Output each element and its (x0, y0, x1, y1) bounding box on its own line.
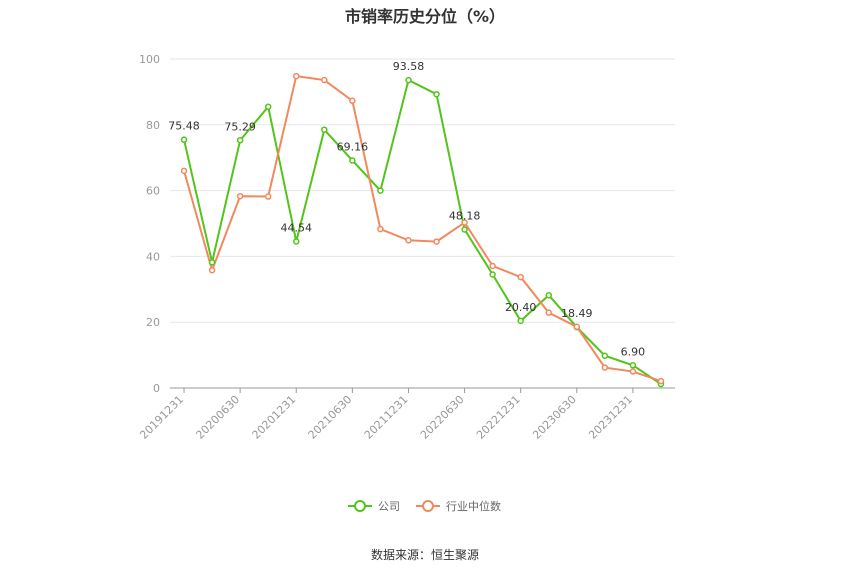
x-tick-label: 20210630 (306, 393, 355, 442)
data-source-note: 数据来源：恒生聚源 (370, 548, 479, 562)
data-label: 93.58 (393, 60, 425, 73)
data-point (489, 262, 496, 270)
legend-label: 行业中位数 (446, 499, 501, 513)
data-point (236, 137, 244, 144)
data-point (629, 362, 637, 369)
series-line-1 (183, 74, 662, 383)
data-point (545, 291, 552, 299)
data-point (405, 237, 412, 244)
x-tick-label: 20230630 (530, 393, 579, 442)
data-point (377, 225, 384, 233)
data-label: 48.18 (449, 209, 481, 222)
data-label: 18.49 (561, 307, 593, 320)
data-point (349, 97, 356, 105)
data-point (180, 136, 188, 143)
x-tick-label: 20231231 (586, 393, 635, 442)
data-label: 75.29 (224, 120, 256, 133)
data-label: 6.90 (621, 345, 646, 358)
data-label: 69.16 (337, 140, 369, 153)
data-point (293, 238, 300, 245)
data-point (321, 76, 328, 84)
legend-label: 公司 (378, 500, 400, 513)
data-point (545, 309, 552, 316)
data-point (573, 323, 581, 331)
data-point (208, 259, 216, 266)
y-tick-label: 100 (139, 53, 160, 66)
x-tick-label: 20191231 (137, 393, 186, 442)
chart-title: 市销率历史分位（%） (344, 7, 506, 26)
data-point (321, 126, 328, 133)
x-tick-label: 20211231 (362, 393, 411, 442)
data-label: 44.54 (281, 221, 313, 234)
data-point (657, 377, 665, 385)
data-point (517, 273, 524, 281)
legend-swatch-marker (354, 500, 366, 512)
x-tick-label: 20220630 (418, 393, 467, 442)
data-point (264, 103, 272, 110)
data-point (180, 167, 188, 175)
legend-swatch-marker (422, 500, 434, 512)
data-point (293, 72, 300, 80)
y-tick-label: 60 (146, 185, 160, 198)
data-point (461, 226, 468, 233)
data-point (377, 187, 384, 194)
y-tick-label: 0 (153, 382, 160, 395)
x-tick-label: 20200630 (193, 393, 242, 442)
data-point (601, 352, 609, 360)
data-point (601, 364, 609, 371)
y-tick-label: 40 (146, 250, 160, 263)
data-label: 75.48 (168, 120, 200, 133)
data-point (208, 266, 216, 274)
data-point (489, 271, 496, 278)
y-tick-label: 80 (146, 119, 160, 132)
data-point (405, 76, 412, 84)
data-label: 20.40 (505, 301, 537, 314)
x-tick-label: 20221231 (474, 393, 523, 442)
y-tick-label: 20 (146, 316, 160, 329)
data-point (517, 317, 524, 325)
data-point (236, 192, 244, 200)
data-point (433, 90, 440, 98)
data-point (629, 368, 637, 375)
data-point (349, 157, 356, 164)
data-point (433, 238, 440, 245)
x-tick-label: 20201231 (250, 393, 299, 442)
data-point (264, 193, 272, 200)
data-point (461, 219, 468, 226)
